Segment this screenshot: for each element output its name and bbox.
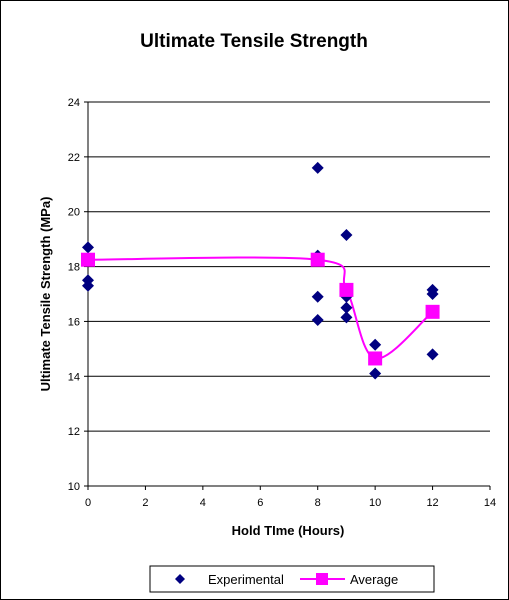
experimental-point [340, 311, 353, 324]
y-axis-label: Ultimate Tensile Strength (MPa) [38, 197, 53, 392]
legend-box [149, 565, 435, 593]
data-markers [81, 161, 440, 380]
y-tick-label: 10 [68, 481, 80, 493]
y-tick-label: 18 [68, 262, 80, 274]
legend-experimental-marker [175, 574, 185, 584]
x-tick-label: 4 [200, 497, 206, 509]
experimental-point [311, 314, 324, 327]
average-line [87, 256, 434, 360]
x-tick-label: 12 [426, 497, 438, 509]
experimental-point [340, 301, 353, 314]
x-tick-label: 10 [369, 497, 381, 509]
x-axis-label: Hold TIme (Hours) [232, 523, 345, 538]
axes [84, 101, 491, 490]
legend-average-marker [316, 573, 328, 585]
experimental-point [369, 367, 382, 380]
legend: Experimental Average [149, 565, 435, 593]
chart-title: Ultimate Tensile Strength [140, 31, 368, 52]
legend-average-label: Average [350, 572, 398, 587]
experimental-point [82, 241, 94, 254]
x-tick-label: 8 [315, 497, 321, 509]
average-point [310, 252, 325, 267]
experimental-point [426, 348, 439, 361]
experimental-point [82, 279, 94, 292]
average-point [425, 304, 440, 319]
x-tick-label: 14 [484, 497, 496, 509]
experimental-point [311, 290, 324, 303]
y-tick-label: 16 [68, 316, 80, 328]
y-tick-label: 22 [68, 152, 80, 164]
x-tick-label: 0 [85, 497, 91, 509]
average-point [339, 282, 354, 297]
legend-experimental-label: Experimental [208, 572, 284, 587]
y-tick-label: 24 [68, 97, 80, 109]
grid-lines [88, 101, 490, 432]
average-point [81, 252, 95, 267]
experimental-point [311, 161, 324, 174]
experimental-point [426, 288, 439, 300]
average-point [368, 351, 383, 366]
y-tick-label: 20 [68, 207, 80, 219]
average-series-line [87, 256, 434, 360]
y-tick-label: 14 [68, 371, 80, 383]
experimental-point [369, 338, 382, 351]
x-tick-label: 6 [257, 497, 263, 509]
y-tick-label: 12 [68, 426, 80, 438]
x-tick-label: 2 [142, 497, 148, 509]
experimental-point [340, 229, 353, 242]
